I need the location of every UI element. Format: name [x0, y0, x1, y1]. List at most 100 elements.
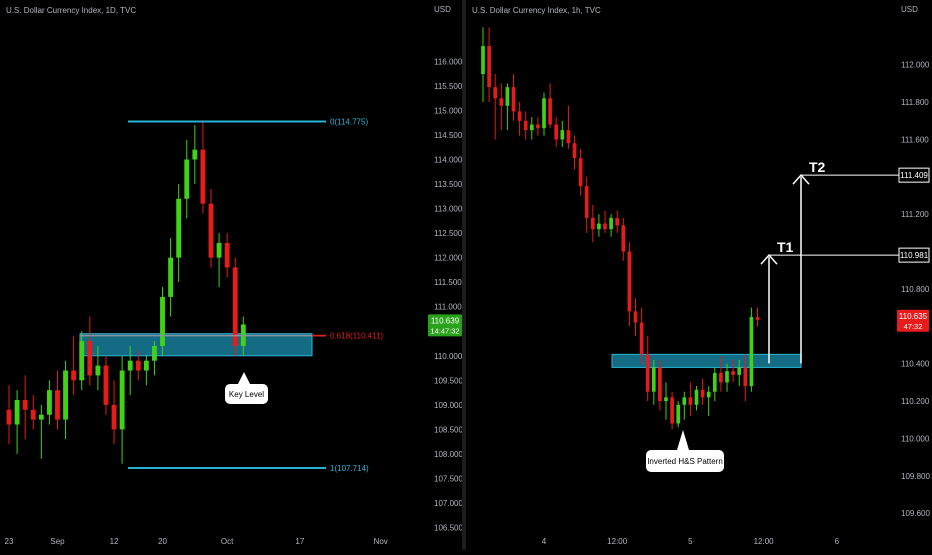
target-t2-arrow-head — [792, 174, 810, 185]
callout-text: Inverted H&S Pattern — [647, 457, 723, 466]
candle-body — [590, 217, 595, 230]
target-t1-arrow-head — [760, 253, 778, 265]
candle-body — [55, 390, 60, 420]
fib-level-0618-label: 0.618(110.411) — [330, 332, 383, 341]
candle-body — [597, 223, 601, 230]
candle-body — [712, 373, 717, 392]
y-tick-label: 115.000 — [434, 106, 463, 115]
candle-body — [645, 354, 650, 392]
candle-body — [529, 124, 534, 131]
y-tick-label: 107.500 — [434, 474, 463, 483]
candle-body — [111, 404, 117, 430]
y-tick-label: 110.000 — [434, 352, 463, 361]
candle-body — [143, 360, 149, 371]
y-tick-label: 111.500 — [434, 278, 462, 287]
candle-body — [615, 217, 620, 226]
candle-body — [517, 111, 522, 121]
x-tick-label: Nov — [374, 537, 388, 546]
currency-label: USD — [901, 5, 918, 14]
callout-pointer — [238, 372, 250, 384]
candle-body — [135, 360, 141, 371]
y-tick-label: 113.500 — [434, 180, 463, 189]
candle-body — [706, 391, 711, 398]
y-tick-label: 107.000 — [434, 499, 463, 508]
candle-body — [176, 198, 182, 258]
candle-body — [651, 367, 656, 392]
candle-body — [755, 316, 760, 320]
callout-box — [646, 450, 724, 472]
candle-body — [694, 389, 699, 405]
y-tick-label: 111.200 — [901, 210, 929, 219]
target-t1-label: T1 — [777, 239, 794, 255]
chart-title: U.S. Dollar Currency Index, 1D, TVC — [6, 6, 136, 15]
candle-body — [700, 389, 705, 398]
x-tick-label: 12:00 — [607, 537, 628, 546]
candle-body — [584, 186, 589, 218]
candle-body — [505, 87, 510, 106]
candle-body — [639, 322, 644, 355]
candle-body — [14, 399, 20, 425]
candle-body — [511, 87, 516, 112]
target-t2-label: T2 — [809, 159, 826, 175]
candle-body — [184, 159, 190, 199]
candle-body — [192, 149, 198, 160]
hourly-chart: USD112.000111.800111.600111.400111.20011… — [472, 0, 932, 550]
candle-body — [481, 46, 485, 75]
candle-body — [554, 124, 559, 140]
support-zone — [79, 333, 313, 357]
price-tag-value: 110.639 — [431, 316, 460, 325]
candle-body — [566, 130, 571, 144]
candle-body — [71, 370, 77, 381]
candle-body — [688, 397, 693, 405]
hourly-chart-panel[interactable]: USD112.000111.800111.600111.400111.20011… — [466, 0, 932, 550]
x-tick-label: 23 — [5, 537, 14, 546]
candle-body — [38, 414, 44, 420]
candle-body — [200, 149, 206, 204]
candle-body — [542, 98, 546, 129]
candle-body — [682, 397, 687, 405]
candle-body — [719, 373, 723, 383]
y-tick-label: 109.800 — [901, 472, 930, 481]
candle-body — [493, 87, 498, 99]
target-t1-value: 110.981 — [900, 251, 929, 260]
y-tick-label: 114.000 — [434, 155, 463, 164]
candle-body — [160, 296, 165, 346]
x-tick-label: Sep — [50, 537, 65, 546]
price-tag-countdown: 14:47:32 — [430, 326, 459, 335]
callout-text: Key Level — [229, 390, 264, 399]
candle-body — [87, 341, 93, 376]
y-tick-label: 115.500 — [434, 82, 463, 91]
x-tick-label: 12:00 — [754, 537, 775, 546]
y-tick-label: 112.500 — [434, 229, 463, 238]
y-tick-label: 110.800 — [901, 285, 930, 294]
candle-body — [6, 409, 12, 425]
daily-chart: USD 116.000 115.500 115.000 114.500 114.000 11… — [5, 0, 466, 550]
y-tick-label: 110.200 — [901, 397, 930, 406]
key-level-callout: Key Level — [225, 372, 268, 404]
y-tick-label: 114.500 — [434, 131, 463, 140]
candle-body — [627, 251, 632, 312]
candle-body — [578, 158, 583, 187]
x-tick-label: 6 — [835, 537, 840, 546]
daily-chart-panel[interactable]: USD 116.000 115.500 115.000 114.500 114.000 11… — [0, 0, 466, 550]
candle-body — [609, 217, 613, 230]
callout-pointer — [677, 430, 689, 450]
panel-divider[interactable] — [462, 0, 466, 550]
y-tick-label: 108.000 — [434, 450, 463, 459]
candle-body — [224, 242, 230, 268]
y-tick-label: 110.000 — [901, 434, 930, 443]
candle-body — [548, 98, 552, 125]
x-tick-label: 20 — [158, 537, 167, 546]
price-axis — [428, 0, 466, 550]
y-tick-label: 108.500 — [434, 425, 463, 434]
candle-body — [63, 370, 68, 420]
target-t2-value-box — [898, 167, 930, 183]
y-tick-label: 110.400 — [901, 360, 930, 369]
candle-body — [79, 341, 85, 381]
candle-body — [119, 370, 125, 430]
candle-body — [664, 397, 668, 402]
candle-body — [127, 360, 133, 371]
y-tick-label: 109.500 — [434, 376, 463, 385]
candle-body — [523, 120, 528, 131]
price-tag-value: 110.635 — [899, 312, 928, 321]
